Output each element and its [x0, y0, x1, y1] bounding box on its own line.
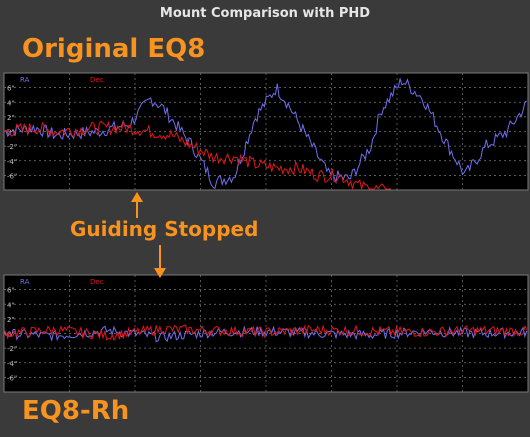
series-line-ra [3, 76, 528, 190]
series-line-dec [3, 120, 391, 191]
y-tick-label: -4" [7, 158, 17, 166]
guiding-stopped-annotation: Guiding Stopped [70, 217, 259, 241]
top-chart-label: Original EQ8 [22, 34, 206, 64]
legend-ra: RA [20, 278, 30, 286]
y-tick-label: -6" [7, 172, 17, 180]
y-tick-label: -2" [7, 143, 17, 151]
y-tick-label: -2" [7, 345, 17, 353]
chart-panel-1: 6"4"2"0"-2"-4"-6"RA Dec [3, 274, 529, 393]
y-tick-label: 2" [7, 316, 15, 324]
legend-ra: RA [20, 76, 30, 84]
y-tick-label: -6" [7, 374, 17, 382]
y-tick-label: 2" [7, 114, 15, 122]
arrow-up-head [131, 192, 143, 202]
arrow-down-head [154, 268, 166, 278]
legend-dec: Dec [90, 76, 104, 84]
chart-panel-0: 6"4"2"0"-2"-4"-6"RA Dec [3, 72, 529, 191]
chart-title: Mount Comparison with PHD [159, 6, 371, 21]
y-tick-label: -4" [7, 360, 17, 368]
bottom-chart-label: EQ8-Rh [22, 396, 130, 426]
y-tick-label: 4" [7, 301, 15, 309]
y-tick-label: 6" [7, 287, 15, 295]
y-tick-label: 4" [7, 99, 15, 107]
y-tick-label: 6" [7, 85, 15, 93]
legend-dec: Dec [90, 278, 104, 286]
series-line-dec [3, 324, 528, 342]
